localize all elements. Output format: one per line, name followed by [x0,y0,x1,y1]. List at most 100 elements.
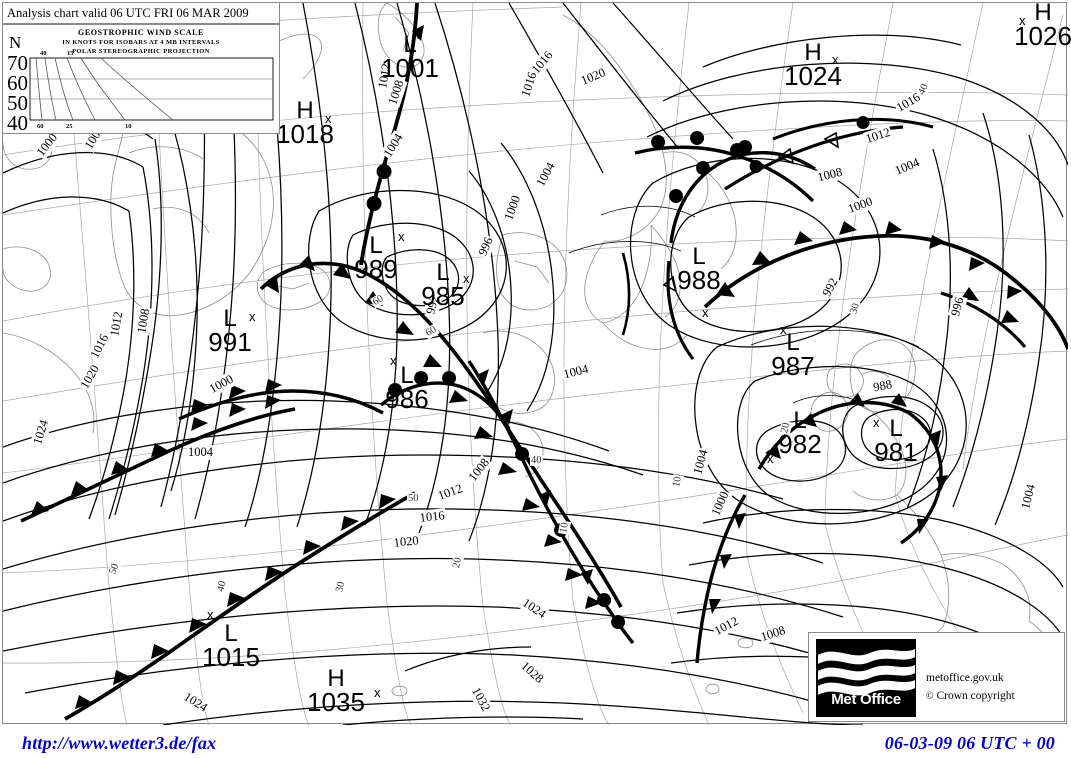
pressure-type-letter: L [692,243,706,270]
page-title: Analysis chart valid 06 UTC FRI 06 MAR 2… [7,6,249,20]
centre-marker-x-982: x [767,451,774,466]
source-url-link[interactable]: http://www.wetter3.de/fax [22,733,217,753]
graticule-label-40-12: 40 [530,455,543,466]
svg-text:15: 15 [67,50,74,57]
wind-scale-graph: 40 15 60 25 10 [29,50,274,130]
pressure-type-letter: L [223,305,237,332]
pressure-centre-h-1026: H 1026 [1009,0,1071,51]
pressure-type-letter: L [403,31,417,58]
centre-marker-x-987: x [780,322,787,337]
cold-front-atlantic-south [64,491,416,721]
pressure-value: 991 [208,327,252,357]
centre-marker-x-989: x [398,229,405,244]
isobar-label-1016: 1016 [418,508,447,526]
pressure-value: 1026 [1014,21,1071,51]
pressure-type-letter: L [400,362,414,389]
centre-marker-x-1015: x [207,607,214,622]
warm-front-central [379,371,511,430]
svg-text:25: 25 [66,123,73,130]
cold-front-southwest [20,395,296,523]
centre-marker-x-1024: x [832,52,839,67]
wind-scale-north-letter: N [9,33,22,52]
svg-text:60: 60 [37,123,44,130]
pressure-type-letter: H [1034,0,1052,26]
pressure-centre-h-1035: H 1035 [302,665,370,717]
graticule-label-10-7: 10 [671,474,685,489]
pressure-centre-l-991: L 991 [196,305,264,357]
centre-marker-x-1018: x [325,111,332,126]
pressure-type-letter: H [327,665,345,692]
occluded-front-central [467,360,635,645]
pressure-value: 988 [677,265,721,295]
isobars [3,3,1068,725]
centre-marker-x-988: x [702,305,709,320]
centre-marker-x-991: x [249,309,256,324]
pressure-type-letter: L [369,232,383,259]
pressure-centre-l-1015: L 1015 [197,620,265,671]
wind-scale-title: GEOSTROPHIC WIND SCALE [78,28,204,37]
secondary-contours [568,205,920,404]
pressure-centre-l-1001: L 1001 [376,31,444,83]
pressure-centre-l-988: L 988 [665,243,733,295]
pressure-value: 1024 [784,61,842,91]
front-norway-thin [621,252,631,336]
pressure-centre-l-986: L 986 [373,362,441,414]
centre-marker-x-981: x [873,415,880,430]
graticule-label-20-5: 20 [451,555,465,570]
wind-scale-lat-50: 50 [7,91,28,115]
isobar-label-1004: 1004 [187,445,214,460]
pressure-type-letter: H [804,39,822,66]
pressure-value: 981 [874,437,918,467]
pressure-type-letter: H [296,97,314,124]
pressure-type-letter: L [786,329,800,356]
wind-scale-lat-60: 60 [7,71,28,95]
graticule-label-50-11: 50 [407,493,420,504]
front-trailing-southwest [695,494,747,664]
front-low-982 [757,393,948,545]
pressure-centre-l-981: L 981 [862,415,930,467]
centre-marker-x-1001: x [413,27,420,42]
pressure-value: 985 [421,281,465,311]
wind-scale-subtitle-2: POLAR STEREOGRAPHIC PROJECTION [72,48,210,55]
pressure-value: 1001 [381,53,439,83]
wind-scale-lat-70: 70 [7,51,28,75]
logo-wordmark: Met Office [831,691,901,708]
pressure-centre-l-987: L 987 [759,329,827,381]
cold-front-upper-left [178,379,384,421]
occluded-front-east [772,117,934,141]
pressure-centre-l-985: L 985 [409,261,477,311]
pressure-centre-h-1024: H 1024 [779,39,847,91]
centre-marker-x-1026: x [1019,13,1026,28]
wind-scale-lat-40: 40 [7,111,28,135]
centre-marker-x-985: x [463,271,470,286]
pressure-value: 989 [354,254,398,284]
svg-text:40: 40 [40,50,47,57]
cold-front-greenland [259,255,623,609]
geostrophic-wind-scale: GEOSTROPHIC WIND SCALE IN KNOTS FOR ISOB… [2,24,280,134]
pressure-type-letter: L [889,415,903,442]
logo-waves-icon [818,649,915,696]
pressure-centre-l-982: L 982 [766,407,834,459]
pressure-value: 986 [385,384,429,414]
svg-text:10: 10 [125,123,132,130]
met-office-logo-box: Met Office metoffice.gov.uk © Crown copy… [808,632,1065,722]
logo-website: metoffice.gov.uk [926,672,1004,684]
wind-scale-subtitle-1: IN KNOTS FOR ISOBARS AT 4 MB INTERVALS [62,39,220,46]
warm-front-scandinavia [634,131,815,203]
copyright-text: Crown copyright [936,690,1015,702]
pressure-type-letter: L [793,407,807,434]
pressure-value: 982 [778,429,822,459]
centre-marker-x-986: x [390,353,397,368]
graticule-label-10-6: 10 [558,520,572,535]
pressure-type-letter: L [224,620,238,647]
valid-time-stamp: 06-03-09 06 UTC + 00 [884,733,1055,753]
cold-front-british-isles [703,221,1068,350]
pressure-value: 1035 [307,687,365,717]
pressure-centre-l-989: L 989 [342,232,410,284]
front-low-988 [662,140,816,360]
chart-title-box: Analysis chart valid 06 UTC FRI 06 MAR 2… [2,2,280,24]
isobar-label-1020: 1020 [392,533,421,551]
pressure-value: 987 [771,351,815,381]
pressure-value: 1018 [276,119,334,149]
